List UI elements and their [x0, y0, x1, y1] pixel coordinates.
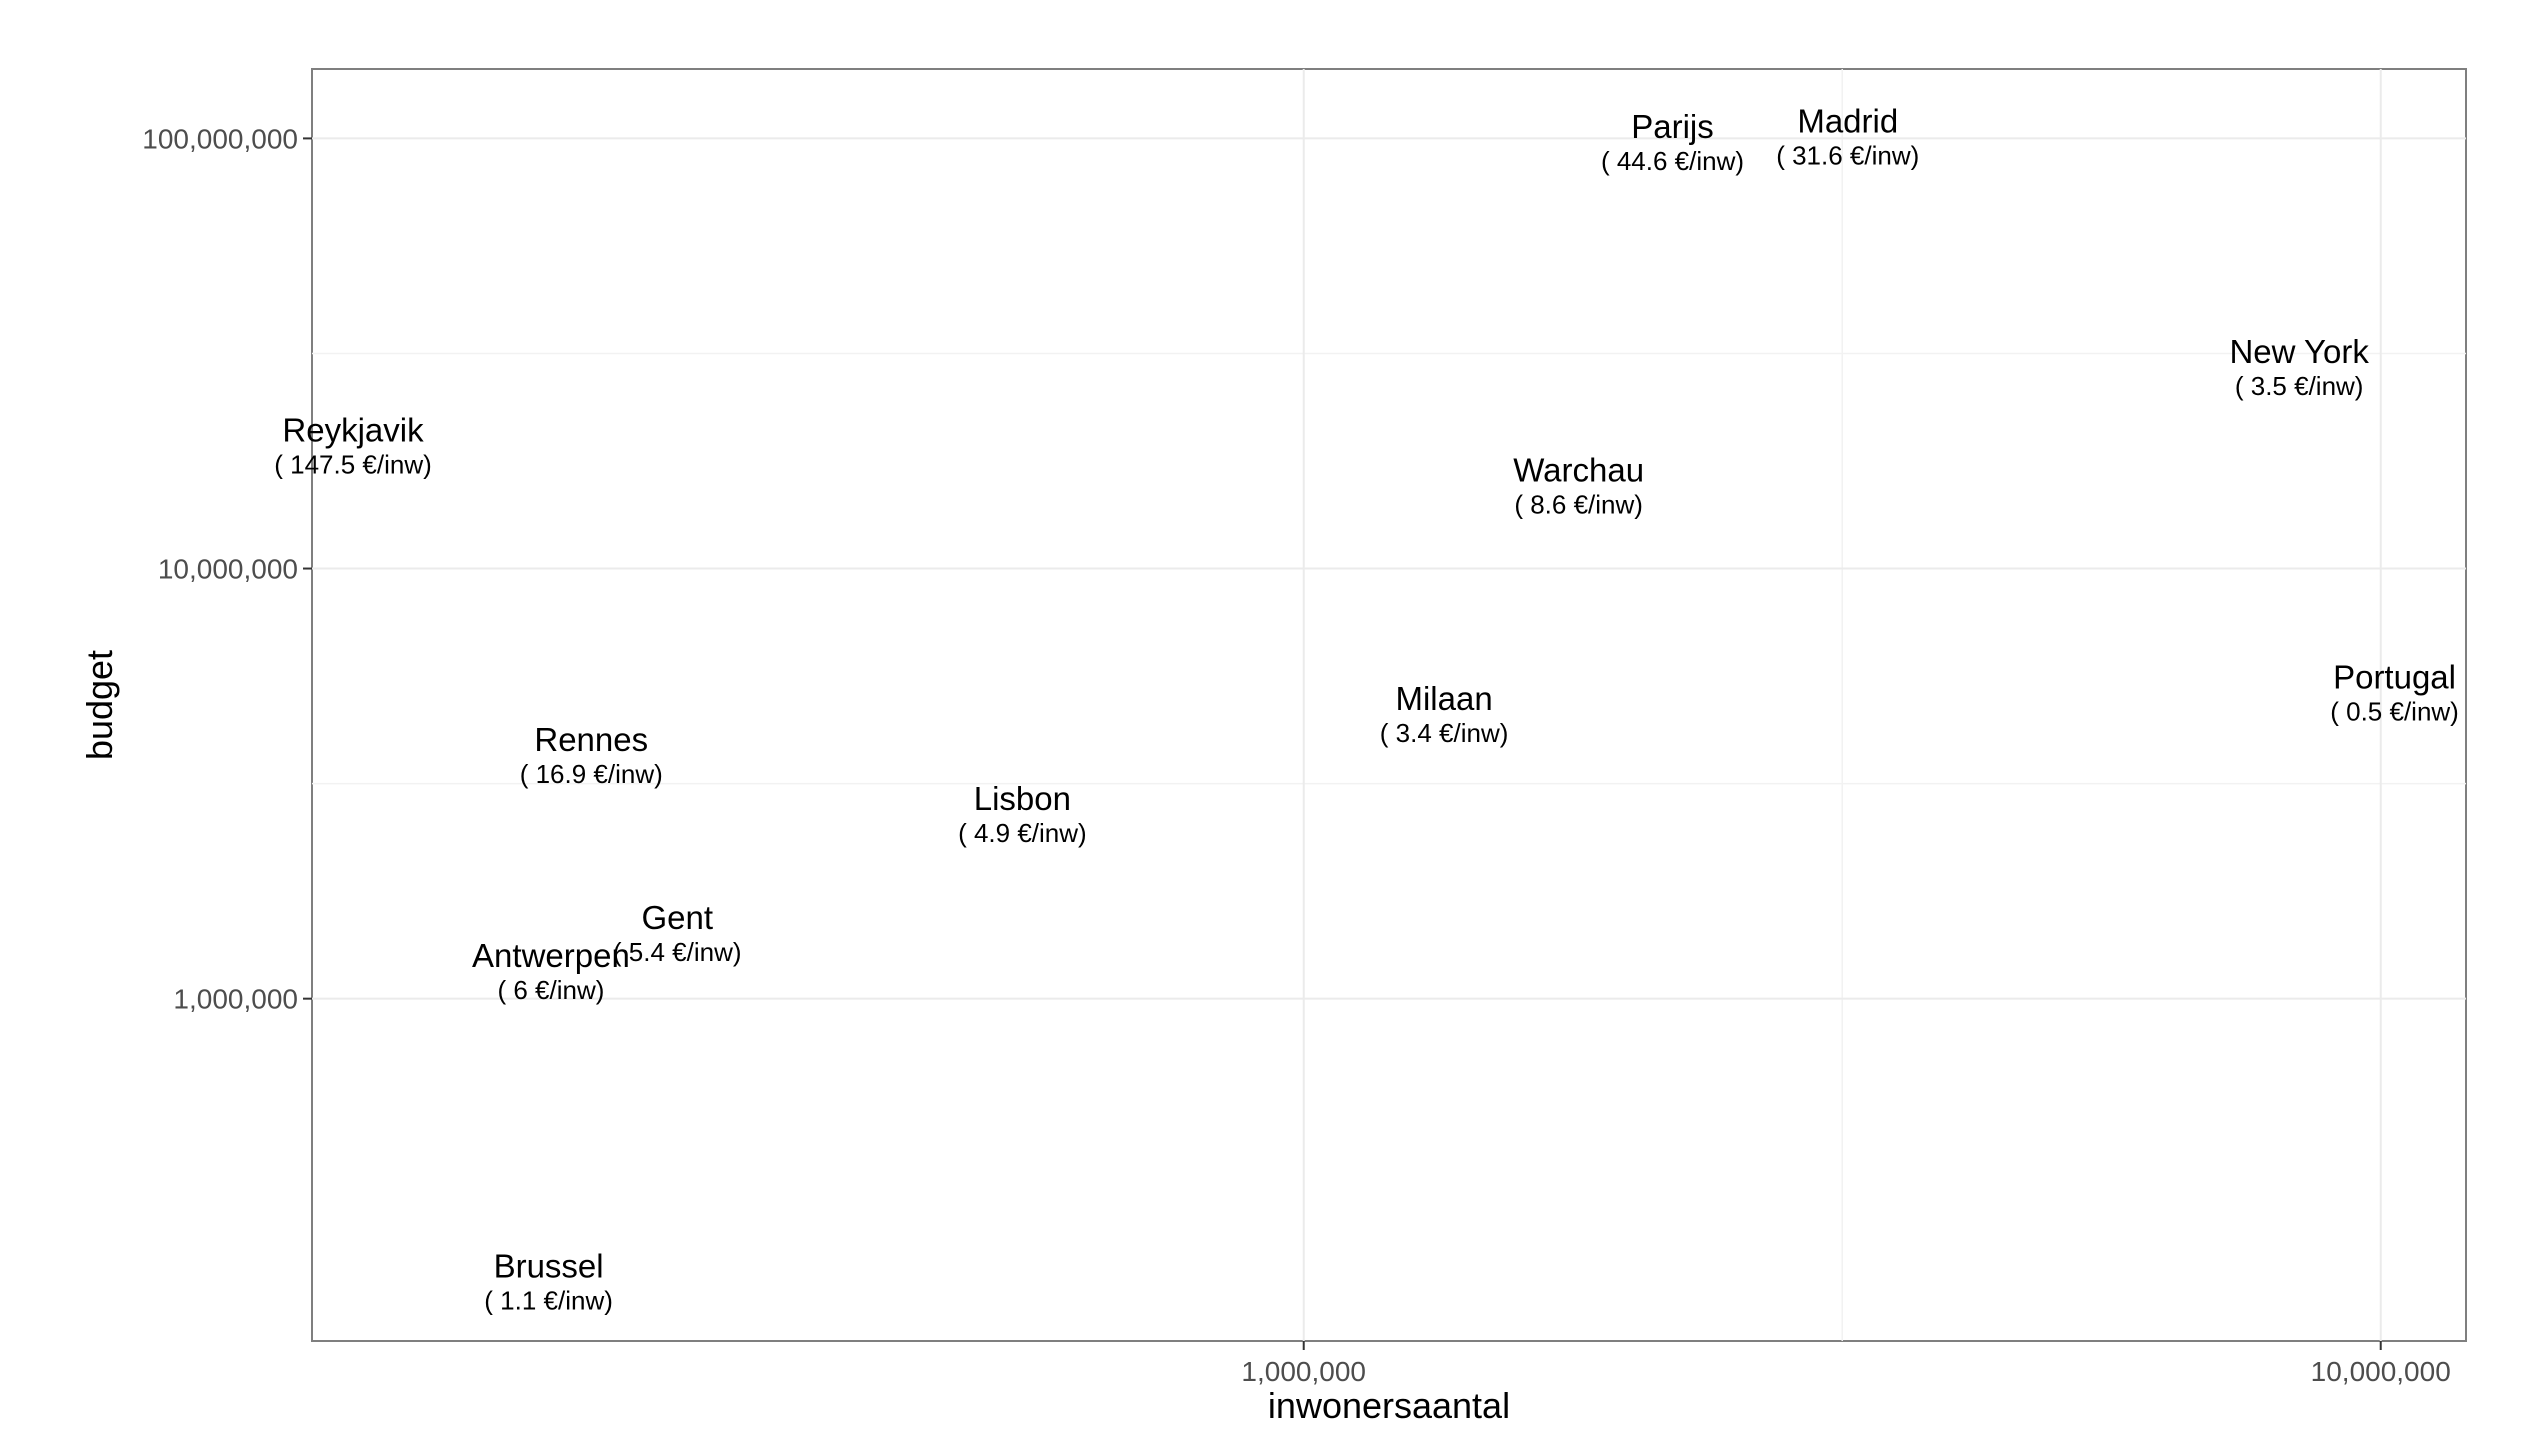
point-label: Rennes( 16.9 €/inw) — [520, 721, 663, 789]
point-name: New York — [2229, 333, 2369, 370]
point-label: Madrid( 31.6 €/inw) — [1776, 103, 1919, 171]
point-name: Gent — [641, 899, 713, 936]
point-name: Milaan — [1395, 680, 1492, 717]
data-labels: Reykjavik( 147.5 €/inw) Rennes( 16.9 €/in… — [274, 103, 2459, 1316]
point-label: Milaan( 3.4 €/inw) — [1380, 680, 1509, 748]
point-per-capita: ( 3.4 €/inw) — [1380, 718, 1509, 748]
x-tick-label: 1,000,000 — [1241, 1356, 1366, 1387]
point-per-capita: ( 147.5 €/inw) — [274, 450, 432, 480]
point-per-capita: ( 44.6 €/inw) — [1601, 146, 1744, 176]
point-per-capita: ( 4.9 €/inw) — [958, 818, 1087, 848]
point-per-capita: ( 8.6 €/inw) — [1514, 489, 1643, 519]
point-per-capita: ( 5.4 €/inw) — [613, 937, 742, 967]
point-label: New York( 3.5 €/inw) — [2229, 333, 2369, 401]
axis-ticks: 1,000,000 10,000,000 1,000,000 10,000,000 10… — [142, 123, 2451, 1387]
x-tick-label: 10,000,000 — [2311, 1356, 2451, 1387]
point-name: Reykjavik — [282, 412, 424, 449]
point-name: Brussel — [494, 1248, 604, 1285]
point-label: Portugal( 0.5 €/inw) — [2330, 658, 2459, 726]
y-axis-title: budget — [79, 650, 120, 760]
x-axis-title: inwonersaantal — [1268, 1385, 1510, 1426]
y-tick-label: 10,000,000 — [158, 554, 298, 585]
point-label: Parijs( 44.6 €/inw) — [1601, 108, 1744, 176]
point-per-capita: ( 16.9 €/inw) — [520, 759, 663, 789]
point-name: Madrid — [1797, 103, 1898, 140]
point-label: Lisbon( 4.9 €/inw) — [958, 780, 1087, 848]
plot-panel — [311, 68, 2467, 1342]
point-label: Antwerpen( 6 €/inw) — [472, 937, 630, 1005]
point-per-capita: ( 0.5 €/inw) — [2330, 696, 2459, 726]
point-label: Warchau( 8.6 €/inw) — [1513, 451, 1644, 519]
point-name: Parijs — [1631, 108, 1714, 145]
point-per-capita: ( 6 €/inw) — [497, 975, 604, 1005]
point-per-capita: ( 1.1 €/inw) — [484, 1286, 613, 1316]
point-label: Brussel( 1.1 €/inw) — [484, 1248, 613, 1316]
point-name: Portugal — [2333, 658, 2456, 695]
grid-lines — [312, 69, 2466, 1341]
point-name: Lisbon — [974, 780, 1071, 817]
point-label: Gent( 5.4 €/inw) — [613, 899, 742, 967]
y-tick-label: 100,000,000 — [142, 123, 298, 154]
point-per-capita: ( 3.5 €/inw) — [2235, 371, 2364, 401]
point-name: Warchau — [1513, 451, 1644, 488]
y-tick-label: 1,000,000 — [173, 984, 298, 1015]
point-name: Rennes — [534, 721, 648, 758]
point-label: Reykjavik( 147.5 €/inw) — [274, 412, 432, 480]
point-per-capita: ( 31.6 €/inw) — [1776, 141, 1919, 171]
point-name: Antwerpen — [472, 937, 630, 974]
